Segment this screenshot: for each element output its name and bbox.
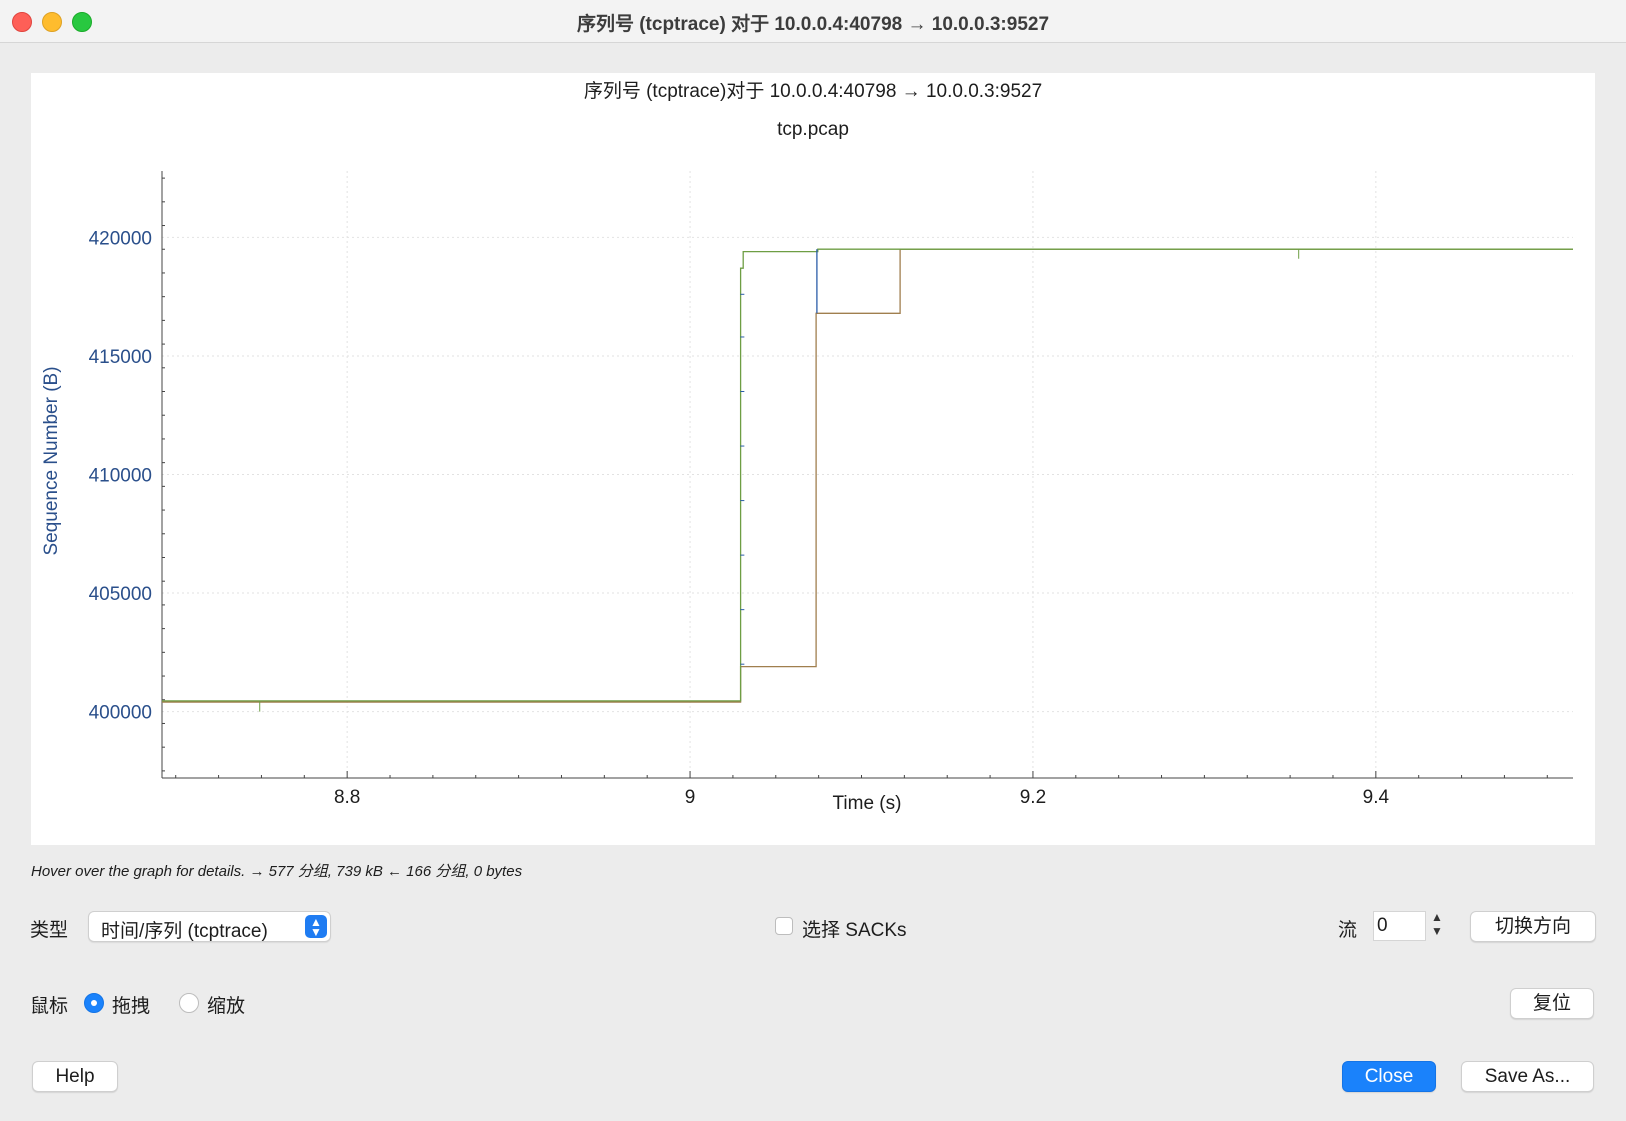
x-tick-label: 9.2 [1020, 787, 1046, 808]
x-axis-label: Time (s) [833, 793, 902, 814]
stream-input[interactable]: 0 [1373, 911, 1426, 941]
series-layer [162, 248, 1573, 712]
select-sacks-checkbox[interactable] [775, 917, 793, 935]
ack-series-line [162, 248, 1573, 703]
close-window-icon[interactable] [12, 12, 32, 32]
window-title: 序列号 (tcptrace) 对于 10.0.0.4:40798 → 10.0.… [576, 14, 1050, 35]
grid [162, 171, 1573, 778]
drag-radio[interactable] [84, 993, 104, 1013]
type-select-value: 时间/序列 (tcptrace) [101, 921, 268, 942]
close-button[interactable]: Close [1342, 1061, 1436, 1092]
save-as-button[interactable]: Save As... [1461, 1061, 1594, 1092]
help-button[interactable]: Help [32, 1061, 118, 1092]
stepper-down-icon[interactable]: ▼ [1431, 924, 1443, 938]
mouse-label: 鼠标 [30, 996, 69, 1017]
window-series-line [162, 248, 1573, 702]
axes: 8.8 9 9.2 9.4 400000 405000 410000 415000 420000 [89, 171, 1573, 808]
zoom-label: 缩放 [207, 996, 246, 1017]
chart-subtitle: tcp.pcap [777, 119, 849, 140]
y-axis-label: Sequence Number (B) [41, 366, 62, 555]
y-tick-label: 400000 [89, 703, 152, 724]
stepper-up-icon[interactable]: ▲ [1431, 910, 1443, 924]
reset-button[interactable]: 复位 [1510, 988, 1594, 1019]
type-select[interactable]: 时间/序列 (tcptrace) ▲ ▼ [88, 911, 331, 942]
x-tick-label: 8.8 [334, 787, 360, 808]
switch-direction-button[interactable]: 切换方向 [1470, 911, 1596, 942]
y-tick-label: 410000 [89, 466, 152, 487]
drag-label: 拖拽 [112, 996, 151, 1017]
select-sacks-label: 选择 SACKs [802, 920, 907, 941]
sequence-chart[interactable]: 序列号 (tcptrace)对于 10.0.0.4:40798 → 10.0.0… [31, 73, 1595, 845]
title-bar[interactable]: 序列号 (tcptrace) 对于 10.0.0.4:40798 → 10.0.… [0, 0, 1626, 43]
stream-label: 流 [1338, 920, 1358, 941]
y-tick-label: 405000 [89, 584, 152, 605]
x-tick-label: 9 [685, 787, 696, 808]
maximize-window-icon[interactable] [72, 12, 92, 32]
status-text: Hover over the graph for details. → 577 … [31, 863, 523, 880]
y-tick-label: 415000 [89, 347, 152, 368]
chevron-up-down-icon: ▲ ▼ [305, 915, 327, 938]
stream-stepper[interactable]: ▲ ▼ [1428, 910, 1446, 942]
chart-panel[interactable]: 序列号 (tcptrace)对于 10.0.0.4:40798 → 10.0.0… [31, 73, 1595, 845]
minimize-window-icon[interactable] [42, 12, 62, 32]
chart-title: 序列号 (tcptrace)对于 10.0.0.4:40798 → 10.0.0… [584, 80, 1042, 102]
y-tick-label: 420000 [89, 228, 152, 249]
zoom-radio[interactable] [179, 993, 199, 1013]
x-tick-label: 9.4 [1363, 787, 1390, 808]
type-label: 类型 [30, 920, 69, 941]
